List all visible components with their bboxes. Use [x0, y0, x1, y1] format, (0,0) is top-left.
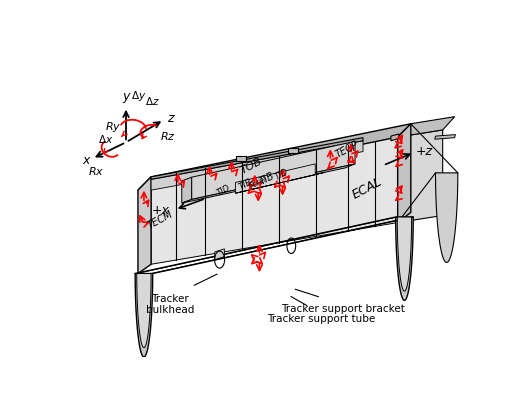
- Text: +x: +x: [152, 205, 170, 217]
- Polygon shape: [151, 137, 398, 264]
- Polygon shape: [398, 124, 411, 223]
- Text: TIB: TIB: [258, 170, 277, 186]
- Polygon shape: [391, 134, 399, 141]
- Text: $Rz$: $Rz$: [160, 130, 176, 142]
- Polygon shape: [435, 135, 455, 139]
- Polygon shape: [135, 273, 153, 357]
- Text: $Rx$: $Rx$: [88, 165, 104, 177]
- Polygon shape: [151, 138, 363, 179]
- Polygon shape: [236, 156, 246, 162]
- Text: $Ry$: $Ry$: [105, 120, 121, 134]
- Text: TID: TID: [215, 183, 232, 197]
- Polygon shape: [151, 141, 363, 190]
- Text: TECP: TECP: [334, 140, 360, 160]
- Text: Tracker
bulkhead: Tracker bulkhead: [145, 294, 194, 315]
- Polygon shape: [182, 177, 192, 203]
- Polygon shape: [398, 130, 443, 223]
- Text: y: y: [122, 90, 130, 103]
- Text: ECAL: ECAL: [350, 175, 384, 202]
- Polygon shape: [435, 173, 458, 262]
- Text: $\Delta y$: $\Delta y$: [131, 89, 146, 103]
- Text: Pixel: Pixel: [248, 174, 268, 190]
- Polygon shape: [397, 217, 412, 291]
- Polygon shape: [138, 177, 151, 273]
- Polygon shape: [137, 273, 151, 348]
- Text: $\Delta x$: $\Delta x$: [98, 134, 113, 146]
- Text: Tracker support bracket: Tracker support bracket: [281, 304, 405, 314]
- Text: TIB: TIB: [237, 177, 254, 191]
- Polygon shape: [138, 124, 411, 190]
- Text: Tracker support tube: Tracker support tube: [267, 314, 375, 324]
- Text: x: x: [82, 154, 89, 167]
- Polygon shape: [235, 164, 315, 193]
- Polygon shape: [215, 249, 225, 259]
- Polygon shape: [192, 142, 355, 199]
- Text: TECM: TECM: [145, 209, 174, 230]
- Polygon shape: [396, 217, 413, 300]
- Polygon shape: [398, 117, 455, 137]
- Text: TID: TID: [274, 167, 290, 181]
- Polygon shape: [182, 164, 355, 203]
- Polygon shape: [235, 172, 325, 193]
- Polygon shape: [288, 148, 298, 153]
- Text: +z: +z: [416, 145, 433, 158]
- Text: TOB: TOB: [239, 156, 264, 176]
- Text: z: z: [167, 112, 173, 125]
- Text: $\Delta z$: $\Delta z$: [145, 95, 160, 107]
